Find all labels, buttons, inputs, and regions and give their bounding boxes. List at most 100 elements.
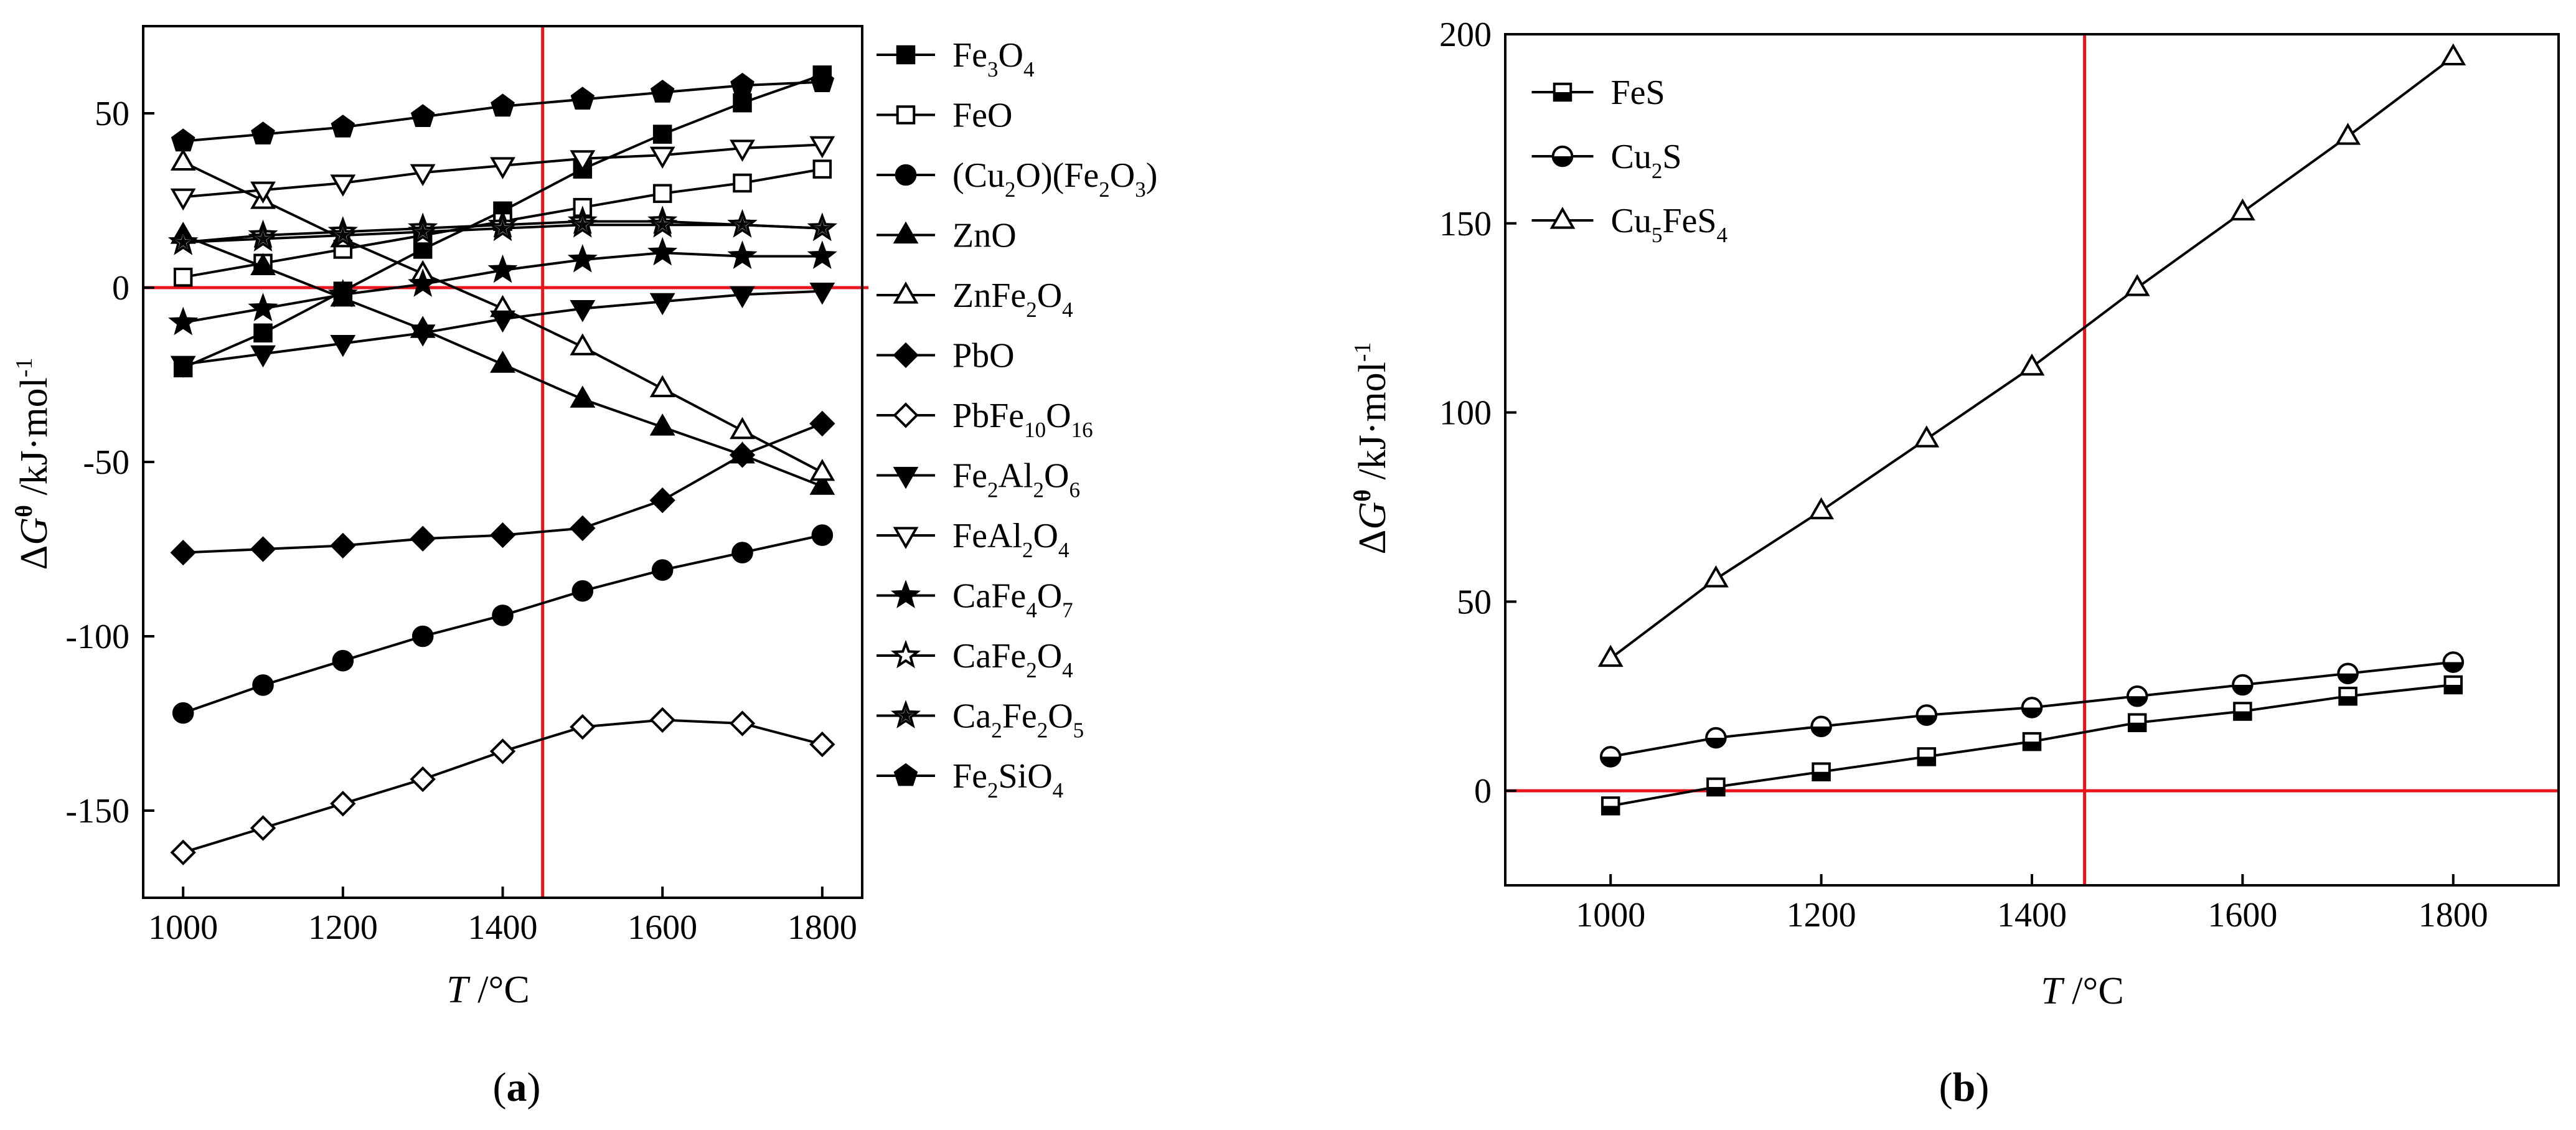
data-point-PbO xyxy=(410,525,436,552)
y-tick-label-b: 50 xyxy=(1457,583,1492,621)
data-point-CaFe4O7 xyxy=(647,237,678,266)
legend-marker-(Cu2O)(Fe2O3) xyxy=(895,164,917,186)
data-point-Ca2Fe2O5-core xyxy=(574,216,591,232)
y-tick-label-a: 50 xyxy=(95,95,129,133)
legend-label-(Cu2O)(Fe2O3): (Cu2O)(Fe2O3) xyxy=(952,156,1157,202)
legend-label-PbFe10O16: PbFe10O16 xyxy=(952,397,1093,442)
data-point-Cu5FeS4 xyxy=(1914,425,1940,448)
series-a-Fe2Al2O6 xyxy=(170,282,835,379)
data-point-PbFe10O16 xyxy=(809,731,835,758)
data-point-Cu2S-half xyxy=(2443,662,2463,672)
legend-label-PbO: PbO xyxy=(952,337,1015,375)
data-point-Cu2S-half xyxy=(1917,715,1937,725)
data-point-FeS-half xyxy=(2234,711,2251,720)
legend-marker-FeO xyxy=(896,105,916,125)
data-point-PbO xyxy=(489,522,516,549)
series-a-Fe2SiO4 xyxy=(171,69,835,152)
data-point-Ca2Fe2O5-core xyxy=(734,216,751,232)
y-tick-label-a: -50 xyxy=(83,443,129,482)
data-point-ZnFe2O4 xyxy=(809,458,835,481)
legend-marker-CaFe4O7 xyxy=(890,580,921,608)
data-point-Fe2Al2O6 xyxy=(170,355,196,379)
data-point-PbFe10O16 xyxy=(729,710,756,737)
chart-panel-a: ΔGθ /kJ·mol-1 T /°C (a) 1000 1200 1400 1600… xyxy=(11,25,1157,1110)
data-point-ZnO xyxy=(809,473,835,495)
data-point-ZnFe2O4 xyxy=(730,417,755,440)
series-b-Cu5FeS4 xyxy=(1597,43,2466,667)
data-point-PbO xyxy=(809,410,835,437)
y-axis-title-a: ΔGθ /kJ·mol-1 xyxy=(11,357,55,570)
data-point-Fe2SiO4 xyxy=(171,128,195,152)
data-point-Ca2Fe2O5-core xyxy=(415,223,431,239)
data-point-FeS-half xyxy=(2128,722,2146,732)
data-point-FeAl2O4 xyxy=(250,181,276,204)
legend-label-Fe2Al2O6: Fe2Al2O6 xyxy=(952,457,1080,502)
data-point-Cu2S-half xyxy=(1706,738,1726,748)
x-axis-title-a: T /°C xyxy=(446,969,529,1011)
series-b-Cu2S xyxy=(1599,651,2465,768)
data-point-Cu2S-half xyxy=(1601,756,1620,766)
data-point-CaFe4O7 xyxy=(727,240,758,270)
data-point-CaFe4O7 xyxy=(487,254,518,283)
legend-label-Cu2S: Cu2S xyxy=(1611,138,1682,183)
data-point-Fe2Al2O6 xyxy=(490,310,515,333)
data-point-Fe2Al2O6 xyxy=(730,286,755,309)
legend-b: FeS Cu2S Cu5FeS4 xyxy=(1531,73,1728,247)
series-b-FeS xyxy=(1601,675,2463,816)
series-a-CaFe4O7 xyxy=(168,237,837,336)
data-point-Fe2SiO4 xyxy=(410,104,435,127)
data-point-ZnO xyxy=(490,351,515,373)
legend-label-CaFe4O7: CaFe4O7 xyxy=(952,577,1073,623)
data-point-ZnO xyxy=(250,253,276,276)
x-tick-label-a: 1200 xyxy=(308,908,378,947)
data-point-PbO xyxy=(170,539,196,566)
data-point-Cu5FeS4 xyxy=(1703,565,1729,588)
data-point-Fe2SiO4 xyxy=(331,115,355,138)
data-point-PbFe10O16 xyxy=(410,766,436,793)
data-point-Fe2SiO4 xyxy=(251,121,275,144)
y-tick-label-a: 0 xyxy=(112,269,129,308)
data-point-FeAl2O4 xyxy=(730,139,755,162)
panel-label-a: (a) xyxy=(493,1065,541,1110)
legend-marker-PbFe10O16 xyxy=(893,402,919,428)
data-point-FeO xyxy=(652,184,672,204)
data-point-PbFe10O16 xyxy=(330,791,356,817)
x-tick-label-a: 1600 xyxy=(628,908,697,947)
data-point-Fe2Al2O6 xyxy=(649,293,675,316)
data-point-Cu5FeS4 xyxy=(2335,123,2361,145)
data-point-ZnFe2O4 xyxy=(649,375,675,398)
data-point-(Cu2O)(Fe2O3) xyxy=(411,625,434,647)
data-point-Ca2Fe2O5-core xyxy=(334,227,351,242)
data-point-PbFe10O16 xyxy=(250,815,276,841)
data-point-FeS-half xyxy=(1918,756,1935,765)
data-point-Cu5FeS4 xyxy=(2124,274,2150,296)
data-point-FeAl2O4 xyxy=(570,150,596,172)
data-point-FeS-half xyxy=(1708,787,1724,796)
legend-marker-FeS-half xyxy=(1554,92,1571,101)
data-point-Fe2Al2O6 xyxy=(330,334,356,357)
data-point-Fe2Al2O6 xyxy=(250,345,276,368)
series-a-(Cu2O)(Fe2O3) xyxy=(172,524,834,724)
data-point-Ca2Fe2O5-core xyxy=(175,233,192,250)
data-point-Ca2Fe2O5-core xyxy=(814,220,830,235)
data-point-Fe2SiO4 xyxy=(730,72,754,96)
y-axis-title-b: ΔGθ /kJ·mol-1 xyxy=(1350,342,1394,554)
data-point-FeAl2O4 xyxy=(649,146,675,169)
data-point-Fe2Al2O6 xyxy=(809,282,835,305)
data-point-ZnFe2O4 xyxy=(170,148,196,171)
data-point-(Cu2O)(Fe2O3) xyxy=(492,605,514,626)
legend-marker-Fe2Al2O6 xyxy=(893,466,919,489)
data-point-Fe2SiO4 xyxy=(650,80,675,103)
legend-marker-Cu5FeS4 xyxy=(1549,207,1576,229)
data-point-FeO xyxy=(812,159,832,179)
legend-marker-Cu2S-half xyxy=(1553,156,1572,166)
data-point-(Cu2O)(Fe2O3) xyxy=(172,702,194,724)
legend-marker-ZnFe2O4 xyxy=(893,281,919,304)
data-point-PbO xyxy=(729,442,756,468)
legend-label-CaFe2O4: CaFe2O4 xyxy=(952,637,1073,682)
legend-marker-Ca2Fe2O5-core xyxy=(898,707,914,723)
legend-marker-Fe3O4 xyxy=(896,45,916,65)
data-point-(Cu2O)(Fe2O3) xyxy=(332,649,354,672)
data-point-Cu2S-half xyxy=(2233,684,2252,695)
legend-label-FeO: FeO xyxy=(952,97,1012,135)
